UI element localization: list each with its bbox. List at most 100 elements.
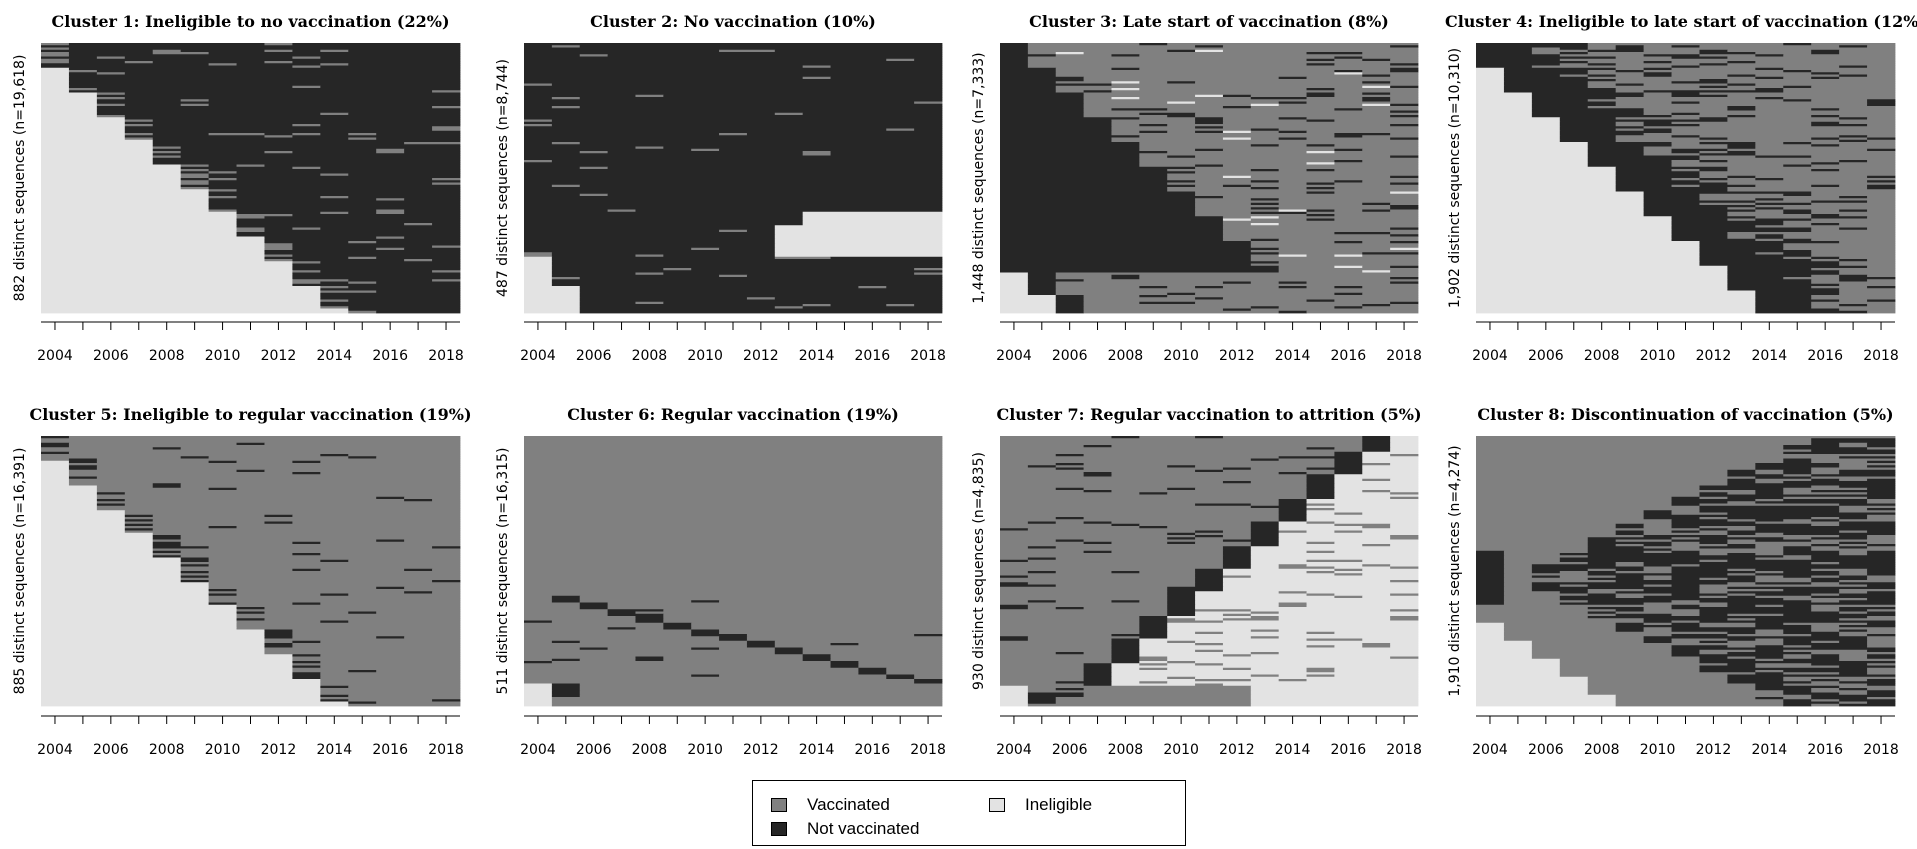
sequence-cell xyxy=(914,272,943,276)
sequence-cell xyxy=(1000,169,1168,172)
sequence-cell xyxy=(1671,638,1728,642)
sequence-cell xyxy=(524,685,553,689)
sequence-cell xyxy=(524,550,943,554)
sequence-cell xyxy=(432,270,461,273)
sequence-cell xyxy=(404,591,433,594)
sequence-cell xyxy=(1783,631,1840,635)
sequence-cell xyxy=(1839,49,1896,53)
sequence-cell xyxy=(524,591,943,594)
sequence-cell xyxy=(1783,571,1840,574)
sequence-cell xyxy=(41,505,98,509)
x-tick-label: 2008 xyxy=(1108,348,1144,364)
sequence-cell xyxy=(1000,216,1224,219)
sequence-cell xyxy=(1000,665,1084,669)
sequence-cell xyxy=(1306,593,1335,597)
sequence-cell xyxy=(635,94,664,98)
sequence-cell xyxy=(524,70,943,73)
sequence-cell xyxy=(1000,627,1140,630)
sequence-cell xyxy=(1362,469,1419,473)
sequence-cell xyxy=(1476,238,1672,242)
sequence-cell xyxy=(551,283,943,287)
x-tick-label: 2018 xyxy=(910,348,946,364)
sequence-cell xyxy=(1306,485,1335,489)
sequence-cell xyxy=(524,584,943,588)
sequence-cell xyxy=(1587,45,1617,48)
sequence-cell xyxy=(1671,645,1728,648)
sequence-cell xyxy=(1783,550,1840,554)
sequence-cell xyxy=(1643,609,1700,612)
sequence-cell xyxy=(524,661,553,664)
sequence-cell xyxy=(1278,519,1307,522)
sequence-cell xyxy=(1362,445,1391,448)
sequence-cell xyxy=(719,247,776,251)
sequence-cell xyxy=(1476,142,1589,145)
sequence-cell xyxy=(1476,553,1505,556)
sequence-cell xyxy=(774,225,943,228)
sequence-cell xyxy=(320,672,461,675)
sequence-cell xyxy=(1867,492,1896,495)
sequence-cell xyxy=(1699,175,1728,179)
sequence-cell xyxy=(320,211,349,215)
sequence-cell xyxy=(1278,674,1307,678)
sequence-cell xyxy=(1476,683,1589,687)
sequence-cell xyxy=(1111,654,1140,657)
sequence-cell xyxy=(236,171,461,174)
sequence-cell xyxy=(320,286,349,289)
sequence-cell xyxy=(124,133,154,136)
sequence-cell xyxy=(1222,297,1419,300)
sequence-cell xyxy=(376,586,405,590)
sequence-cell xyxy=(1867,656,1896,660)
sequence-cell xyxy=(292,541,321,545)
sequence-cell xyxy=(1727,56,1896,60)
x-tick-label: 2018 xyxy=(428,348,464,364)
sequence-cell xyxy=(524,440,943,444)
sequence-cell xyxy=(1000,469,1196,473)
sequence-cell xyxy=(1027,697,1057,700)
sequence-cell xyxy=(524,169,943,172)
sequence-cell xyxy=(691,268,915,271)
sequence-cell xyxy=(1671,566,1896,570)
sequence-cell xyxy=(292,654,321,657)
sequence-cell xyxy=(1000,442,1363,446)
sequence-cell xyxy=(124,528,154,531)
sequence-cell xyxy=(1111,683,1196,687)
sequence-cell xyxy=(1755,304,1812,307)
sequence-cell xyxy=(41,301,321,305)
sequence-cell xyxy=(1783,548,1812,552)
sequence-cell xyxy=(1839,508,1868,511)
sequence-cell xyxy=(1587,70,1617,73)
sequence-cell xyxy=(1811,663,1868,666)
sequence-cell xyxy=(1839,74,1868,78)
sequence-cell xyxy=(1643,568,1672,572)
sequence-cell xyxy=(68,58,461,62)
sequence-cell xyxy=(320,290,377,294)
sequence-cell xyxy=(524,643,748,646)
sequence-cell xyxy=(1278,261,1419,264)
sequence-cell xyxy=(1250,202,1280,206)
sequence-cell xyxy=(1699,180,1868,183)
sequence-cell xyxy=(264,245,293,249)
sequence-cell xyxy=(1222,649,1419,653)
sequence-cell xyxy=(1559,559,1700,563)
x-tick-label: 2014 xyxy=(1751,742,1787,758)
sequence-cell xyxy=(524,54,581,57)
sequence-cell xyxy=(1362,286,1419,289)
sequence-cell xyxy=(1699,609,1812,612)
sequence-cell xyxy=(68,85,293,89)
sequence-cell xyxy=(1083,112,1140,116)
sequence-cell xyxy=(1167,634,1419,637)
sequence-cell xyxy=(1643,200,1756,204)
sequence-cell xyxy=(524,528,943,531)
sequence-cell xyxy=(1000,103,1084,107)
sequence-cell xyxy=(858,661,943,664)
sequence-cell xyxy=(579,142,943,145)
sequence-cell xyxy=(1476,45,1589,48)
sequence-cell xyxy=(41,625,237,628)
sequence-cell xyxy=(858,670,887,673)
sequence-cell xyxy=(1755,577,1812,581)
sequence-cell xyxy=(1699,256,1784,260)
sequence-cell xyxy=(1278,128,1419,132)
sequence-cell xyxy=(1839,517,1868,520)
sequence-cell xyxy=(1000,61,1029,64)
sequence-cell xyxy=(41,211,237,215)
